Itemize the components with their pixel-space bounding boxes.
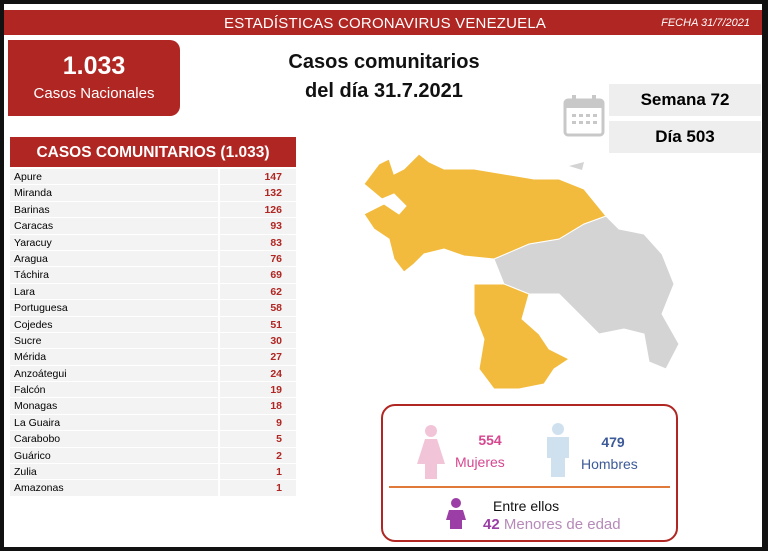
- table-row: Aragua 76: [10, 250, 296, 268]
- men-value: 479: [601, 434, 625, 450]
- men-label: Hombres: [581, 456, 638, 472]
- state-cases: 2: [220, 447, 296, 464]
- table-row: Sucre 30: [10, 332, 296, 350]
- state-name: Guárico: [10, 447, 218, 464]
- state-name: Zulia: [10, 464, 218, 480]
- state-name: Anzoátegui: [10, 365, 218, 382]
- state-cases: 24: [220, 365, 296, 382]
- table-row: Guárico 2: [10, 447, 296, 465]
- minors-value: 42: [483, 516, 500, 533]
- table-row: Apure 147: [10, 169, 296, 186]
- table-row: Táchira 69: [10, 267, 296, 284]
- map-amazonas-region: [473, 283, 570, 390]
- state-cases: 1: [220, 480, 296, 496]
- state-cases: 83: [220, 234, 296, 250]
- table-row: Miranda 132: [10, 185, 296, 202]
- table-row: Yaracuy 83: [10, 234, 296, 251]
- header-title: ESTADÍSTICAS CORONAVIRUS VENEZUELA: [224, 15, 547, 32]
- state-name: Mérida: [10, 349, 218, 365]
- national-cases-value: 1.033: [62, 52, 126, 80]
- state-name: Apure: [10, 169, 218, 185]
- state-name: Amazonas: [10, 480, 218, 496]
- man-icon: [547, 423, 569, 477]
- table-row: Mérida 27: [10, 349, 296, 366]
- state-name: Portuguesa: [10, 300, 218, 316]
- state-name: Táchira: [10, 267, 218, 283]
- state-name: Lara: [10, 283, 218, 300]
- state-cases: 69: [220, 267, 296, 283]
- table-row: Monagas 18: [10, 398, 296, 415]
- calendar-icon: [563, 95, 605, 137]
- state-cases: 126: [220, 201, 296, 218]
- state-name: Miranda: [10, 185, 218, 201]
- woman-icon: [417, 425, 445, 479]
- state-cases: 18: [220, 398, 296, 414]
- state-name: Carabobo: [10, 431, 218, 447]
- table-row: Portuguesa 58: [10, 300, 296, 317]
- state-cases: 9: [220, 414, 296, 431]
- minors-line: 42 Menores de edad: [483, 516, 621, 533]
- table-row: Carabobo 5: [10, 431, 296, 448]
- minors-intro: Entre ellos: [493, 498, 560, 514]
- table-row: Caracas 93: [10, 218, 296, 235]
- women-label: Mujeres: [455, 454, 505, 470]
- table-row: La Guaira 9: [10, 414, 296, 432]
- table-header: CASOS COMUNITARIOS (1.033): [10, 137, 296, 167]
- state-name: Barinas: [10, 201, 218, 218]
- table-row: Anzoátegui 24: [10, 365, 296, 383]
- page-title: Casos comunitarios del día 31.7.2021: [244, 48, 524, 106]
- state-cases: 27: [220, 349, 296, 365]
- child-icon: [446, 498, 466, 529]
- demographics-box: 554 Mujeres 479 Hombres Entre ellos 42 M…: [381, 404, 678, 542]
- map-affected-region: [363, 153, 607, 273]
- divider: [389, 486, 670, 488]
- title-line-1: Casos comunitarios: [288, 51, 480, 73]
- state-cases: 30: [220, 332, 296, 349]
- women-value: 554: [478, 432, 502, 448]
- state-name: Falcón: [10, 382, 218, 398]
- state-name: Cojedes: [10, 316, 218, 332]
- state-cases: 132: [220, 185, 296, 201]
- national-cases-card: 1.033 Casos Nacionales: [8, 40, 180, 116]
- table-row: Zulia 1: [10, 464, 296, 481]
- table-row: Cojedes 51: [10, 316, 296, 333]
- venezuela-map: [363, 153, 680, 390]
- header-bar: ESTADÍSTICAS CORONAVIRUS VENEZUELA FECHA…: [4, 10, 762, 35]
- map-island: [569, 162, 584, 170]
- minors-label: Menores de edad: [503, 516, 621, 533]
- state-cases: 1: [220, 464, 296, 480]
- state-cases: 147: [220, 169, 296, 185]
- cases-table: Apure 147 Miranda 132 Barinas 126 Caracas 93 Yar…: [10, 169, 296, 497]
- week-label: Semana 72: [609, 84, 761, 116]
- table-row: Falcón 19: [10, 382, 296, 399]
- state-cases: 93: [220, 218, 296, 234]
- title-line-2: del día 31.7.2021: [305, 80, 463, 102]
- state-name: Monagas: [10, 398, 218, 414]
- state-name: Sucre: [10, 332, 218, 349]
- state-name: Yaracuy: [10, 234, 218, 250]
- header-date: FECHA 31/7/2021: [661, 17, 750, 29]
- national-cases-label: Casos Nacionales: [33, 85, 155, 102]
- state-name: La Guaira: [10, 414, 218, 431]
- table-row: Amazonas 1: [10, 480, 296, 497]
- state-cases: 19: [220, 382, 296, 398]
- day-label: Día 503: [609, 121, 761, 153]
- state-name: Aragua: [10, 250, 218, 267]
- state-cases: 76: [220, 250, 296, 267]
- table-row: Barinas 126: [10, 201, 296, 219]
- state-cases: 62: [220, 283, 296, 300]
- infographic: ESTADÍSTICAS CORONAVIRUS VENEZUELA FECHA…: [4, 4, 762, 547]
- state-cases: 5: [220, 431, 296, 447]
- state-cases: 58: [220, 300, 296, 316]
- table-row: Lara 62: [10, 283, 296, 301]
- state-name: Caracas: [10, 218, 218, 234]
- state-cases: 51: [220, 316, 296, 332]
